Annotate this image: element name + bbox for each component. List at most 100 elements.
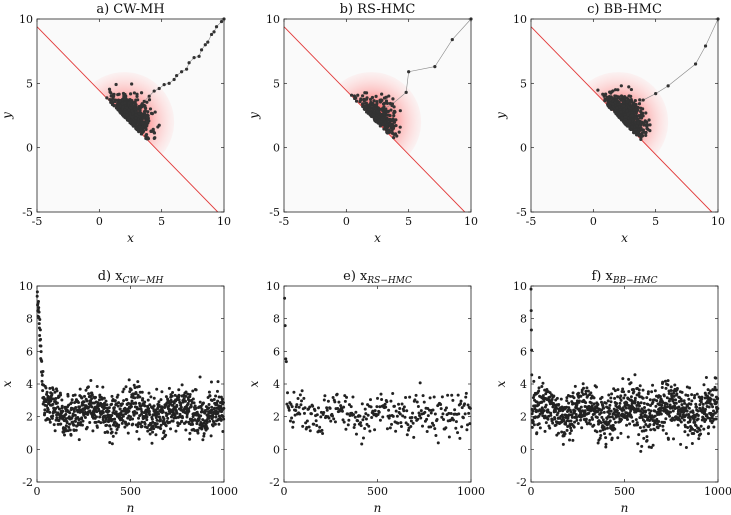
panel-f-sample-point bbox=[575, 415, 579, 419]
panel-d-sample-point bbox=[140, 410, 144, 414]
panel-e-sample-point bbox=[411, 411, 415, 415]
panel-f-sample-point bbox=[573, 384, 577, 388]
panel-e-sample-point bbox=[314, 419, 318, 423]
panel-f-sample-point bbox=[664, 417, 668, 421]
panel-a-trace-point bbox=[185, 67, 189, 71]
panel-f-sample-point bbox=[712, 388, 716, 392]
panel-c-sample-point bbox=[626, 119, 630, 124]
panel-e-sample-point bbox=[346, 412, 350, 416]
panel-c-sample-point bbox=[644, 111, 648, 115]
panel-c-sample-point bbox=[621, 104, 626, 108]
panel-a-sample-point bbox=[156, 125, 160, 129]
panel-f-ytick-label: 6 bbox=[520, 345, 527, 358]
panel-f-sample-point bbox=[591, 417, 595, 421]
panel-f-sample-point bbox=[679, 420, 683, 424]
panel-d-sample-point bbox=[56, 405, 60, 409]
panel-c-sample-point bbox=[648, 123, 652, 127]
panel-f-sample-point bbox=[670, 418, 674, 422]
panel-a-sample-point bbox=[128, 92, 133, 96]
panel-f-sample-point bbox=[584, 401, 588, 405]
panel-a-sample-point bbox=[152, 136, 156, 140]
panel-f-sample-point bbox=[599, 411, 603, 415]
panel-f-sample-point bbox=[604, 436, 608, 440]
panel-e-sample-point bbox=[394, 409, 398, 413]
panel-e-sample-point bbox=[333, 420, 337, 424]
panel-f-sample-point bbox=[690, 442, 694, 446]
panel-d-sample-point bbox=[147, 409, 151, 413]
panel-d-ytick-label: 10 bbox=[19, 280, 33, 293]
panel-e-sample-point bbox=[454, 426, 458, 430]
panel-d-sample-point bbox=[171, 391, 175, 395]
panel-d-sample-point bbox=[48, 386, 52, 390]
panel-e-sample-point bbox=[420, 424, 424, 428]
panel-e-sample-point bbox=[422, 400, 426, 404]
panel-e-sample-point bbox=[440, 415, 444, 419]
panel-c-sample-point bbox=[640, 111, 645, 115]
panel-d-sample-point bbox=[155, 418, 159, 422]
panel-c-sample-point bbox=[630, 111, 634, 115]
panel-e-sample-point bbox=[450, 393, 454, 397]
panel-f-sample-point bbox=[646, 403, 650, 407]
panel-f-sample-point bbox=[569, 410, 573, 414]
panel-d-sample-point bbox=[68, 422, 72, 426]
panel-c-title: c) BB-HMC bbox=[587, 2, 662, 17]
panel-e-sample-point bbox=[354, 432, 358, 436]
panel-a-trace-point bbox=[152, 89, 156, 93]
panel-d-sample-point bbox=[215, 389, 219, 393]
panel-f-sample-point bbox=[608, 415, 612, 419]
panel-f-sample-point bbox=[610, 392, 614, 396]
panel-e-sample-point bbox=[360, 402, 364, 406]
panel-e-sample-point bbox=[459, 399, 463, 403]
panel-d-sample-point bbox=[41, 369, 45, 373]
panel-d-sample-point bbox=[200, 427, 204, 431]
panel-d-sample-point bbox=[65, 421, 69, 425]
panel-d-sample-point bbox=[74, 406, 78, 410]
panel-c-sample-point bbox=[623, 117, 628, 121]
panel-d-sample-point bbox=[202, 434, 206, 438]
panel-e-sample-point bbox=[321, 432, 325, 436]
panel-f-sample-point bbox=[661, 424, 665, 428]
panel-f-sample-point bbox=[707, 391, 711, 395]
panel-f-sample-point bbox=[680, 403, 684, 407]
panel-e-sample-point bbox=[451, 418, 455, 422]
panel-a-sample-point bbox=[143, 106, 148, 110]
panel-d-sample-point bbox=[126, 431, 130, 435]
panel-f-sample-point bbox=[656, 426, 660, 430]
panel-a-sample-point bbox=[114, 106, 119, 110]
panel-f-sample-point bbox=[598, 429, 602, 433]
panel-b-ytick-label: 5 bbox=[273, 77, 280, 90]
panel-e-sample-point bbox=[365, 422, 369, 426]
panel-b-xtick-label: -5 bbox=[279, 215, 290, 228]
panel-d-sample-point bbox=[214, 415, 218, 419]
panel-f-sample-point bbox=[642, 401, 646, 405]
panel-d-sample-point bbox=[148, 403, 152, 407]
panel-c-sample-point bbox=[609, 107, 613, 111]
panel-b-sample-point bbox=[383, 108, 387, 112]
panel-d-sample-point bbox=[83, 416, 87, 420]
panel-d-sample-point bbox=[180, 383, 184, 387]
panel-e-sample-point bbox=[347, 403, 351, 407]
panel-e-sample-point bbox=[401, 414, 405, 418]
panel-f-sample-point bbox=[613, 396, 617, 400]
panel-f-sample-point bbox=[576, 422, 580, 426]
panel-e-ylabel: x bbox=[247, 380, 261, 387]
panel-b-sample-point bbox=[380, 98, 384, 102]
panel-d-sample-point bbox=[170, 400, 174, 404]
panel-a-sample-point bbox=[128, 105, 133, 110]
panel-d-sample-point bbox=[100, 397, 104, 401]
panel-f-sample-point bbox=[568, 431, 572, 435]
panel-f-sample-point bbox=[694, 424, 698, 428]
panel-d-sample-point bbox=[126, 401, 130, 405]
panel-d-sample-point bbox=[103, 420, 107, 424]
panel-d-sample-point bbox=[51, 402, 55, 406]
panel-e-sample-point bbox=[345, 395, 349, 399]
panel-f-sample-point bbox=[711, 405, 715, 409]
panel-d-sample-point bbox=[94, 420, 98, 424]
panel-d-sample-point bbox=[68, 428, 72, 432]
panel-e-sample-point bbox=[376, 396, 379, 400]
panel-e-sample-point bbox=[418, 414, 422, 418]
panel-d-sample-point bbox=[123, 425, 127, 429]
panel-f-sample-point bbox=[648, 423, 652, 427]
panel-f-sample-point bbox=[531, 409, 535, 413]
